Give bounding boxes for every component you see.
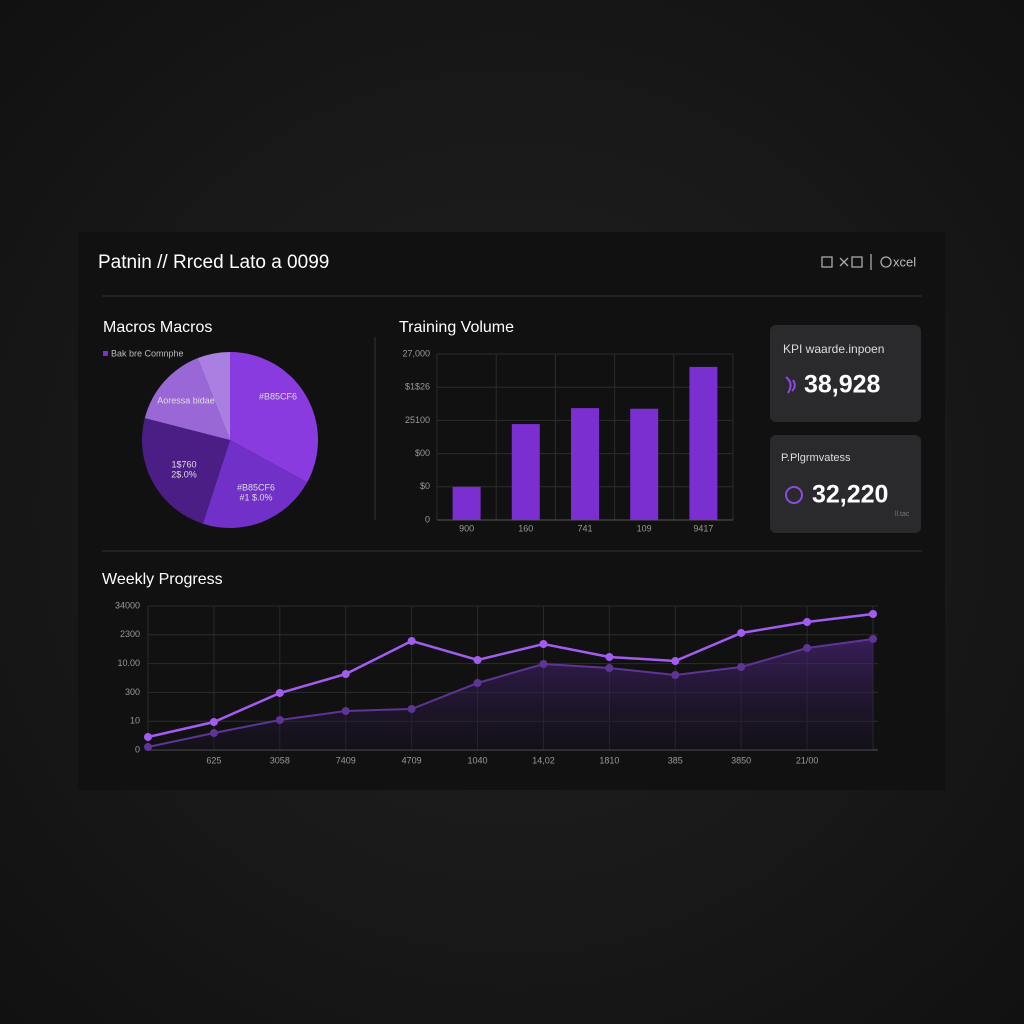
header-icons[interactable]: [821, 254, 892, 270]
slice-label: #B85CF6: [259, 391, 297, 401]
point: [605, 664, 614, 673]
point: [473, 678, 482, 687]
y-tick-label: $00: [415, 448, 430, 458]
y-tick-label: 10.00: [117, 658, 140, 668]
y-tick-label: 2300: [120, 629, 140, 639]
x-tick-label: 109: [637, 523, 652, 533]
y-tick-label: 0: [135, 744, 140, 754]
kpi-value: 32,220: [812, 481, 888, 509]
bar: [511, 424, 540, 520]
point: [473, 656, 482, 664]
point: [341, 670, 350, 679]
point: [341, 706, 350, 715]
slice-label: Aoressa bidae: [157, 395, 215, 405]
kpi-title: P.Plgrmvatess: [781, 452, 851, 464]
y-tick-label: $1$26: [405, 382, 430, 392]
kpi-icon: [785, 486, 803, 504]
pie-slice: [144, 358, 230, 440]
point: [275, 716, 284, 725]
point: [671, 657, 680, 666]
point: [671, 670, 680, 679]
bar-title: Training Volume: [399, 319, 514, 336]
line-title: Weekly Progress: [102, 571, 223, 588]
y-tick-label: 10: [130, 716, 140, 726]
kpi-card: [770, 325, 921, 422]
slice-label: 1$760: [171, 459, 196, 469]
kpi-icon: [785, 376, 796, 394]
bar: [689, 366, 718, 520]
bar: [630, 408, 659, 520]
legend-swatch: [103, 351, 108, 356]
x-tick-label: 7409: [336, 755, 356, 765]
x-tick-label: 741: [577, 523, 592, 533]
line: [147, 612, 874, 739]
point: [869, 634, 877, 643]
point: [605, 652, 614, 661]
kpi-title: KPI waarde.inpoen: [783, 342, 884, 356]
x-tick-label: 160: [518, 523, 533, 533]
point: [144, 742, 152, 751]
header-title: Patnin // Rrced Lato a 0099: [98, 252, 329, 273]
pie-slice: [202, 440, 308, 529]
x-tick-label: 3058: [270, 755, 290, 765]
point: [209, 718, 218, 727]
pie-slice: [141, 418, 230, 524]
point: [407, 705, 416, 714]
pie-slice: [197, 352, 230, 440]
y-tick-label: 25100: [405, 415, 430, 425]
point: [539, 639, 548, 648]
pie-slice: [230, 352, 318, 483]
line: [147, 638, 874, 748]
x-tick-label: 385: [668, 755, 683, 765]
point: [209, 729, 218, 738]
x-tick-label: 14,02: [532, 755, 555, 765]
x-tick-label: 9417: [693, 523, 713, 533]
point: [737, 628, 746, 637]
point: [539, 659, 548, 668]
bar: [571, 408, 599, 520]
legend-text: Bak bre Comnphe: [111, 348, 184, 358]
slice-label: #B85CF6: [237, 482, 275, 492]
point: [737, 662, 746, 671]
x-tick-label: 3850: [731, 755, 751, 765]
x-tick-label: 900: [459, 523, 474, 533]
slice-label: #1 $.0%: [239, 492, 272, 502]
pie-title: Macros Macros: [103, 319, 212, 336]
y-tick-label: 0: [425, 514, 430, 524]
y-tick-label: $0: [420, 481, 430, 491]
area: [148, 638, 873, 750]
export-button[interactable]: xcel: [893, 254, 916, 269]
x-tick-label: 1810: [599, 755, 619, 765]
point: [275, 688, 284, 697]
point: [803, 618, 812, 627]
x-tick-label: 21/00: [796, 755, 819, 765]
point: [144, 732, 152, 741]
kpi-note: ll.tac: [895, 511, 910, 518]
bar: [452, 486, 481, 520]
x-tick-label: 4709: [402, 755, 422, 765]
y-tick-label: 27,000: [402, 348, 430, 358]
x-tick-label: 625: [206, 755, 221, 765]
kpi-value: 38,928: [804, 371, 881, 399]
x-tick-label: 1040: [468, 755, 488, 765]
point: [803, 644, 812, 653]
point: [869, 610, 877, 619]
kpi-card: [770, 435, 921, 533]
slice-label: 2$.0%: [171, 469, 197, 479]
point: [407, 636, 416, 645]
y-tick-label: 34000: [115, 600, 140, 610]
y-tick-label: 300: [125, 687, 140, 697]
